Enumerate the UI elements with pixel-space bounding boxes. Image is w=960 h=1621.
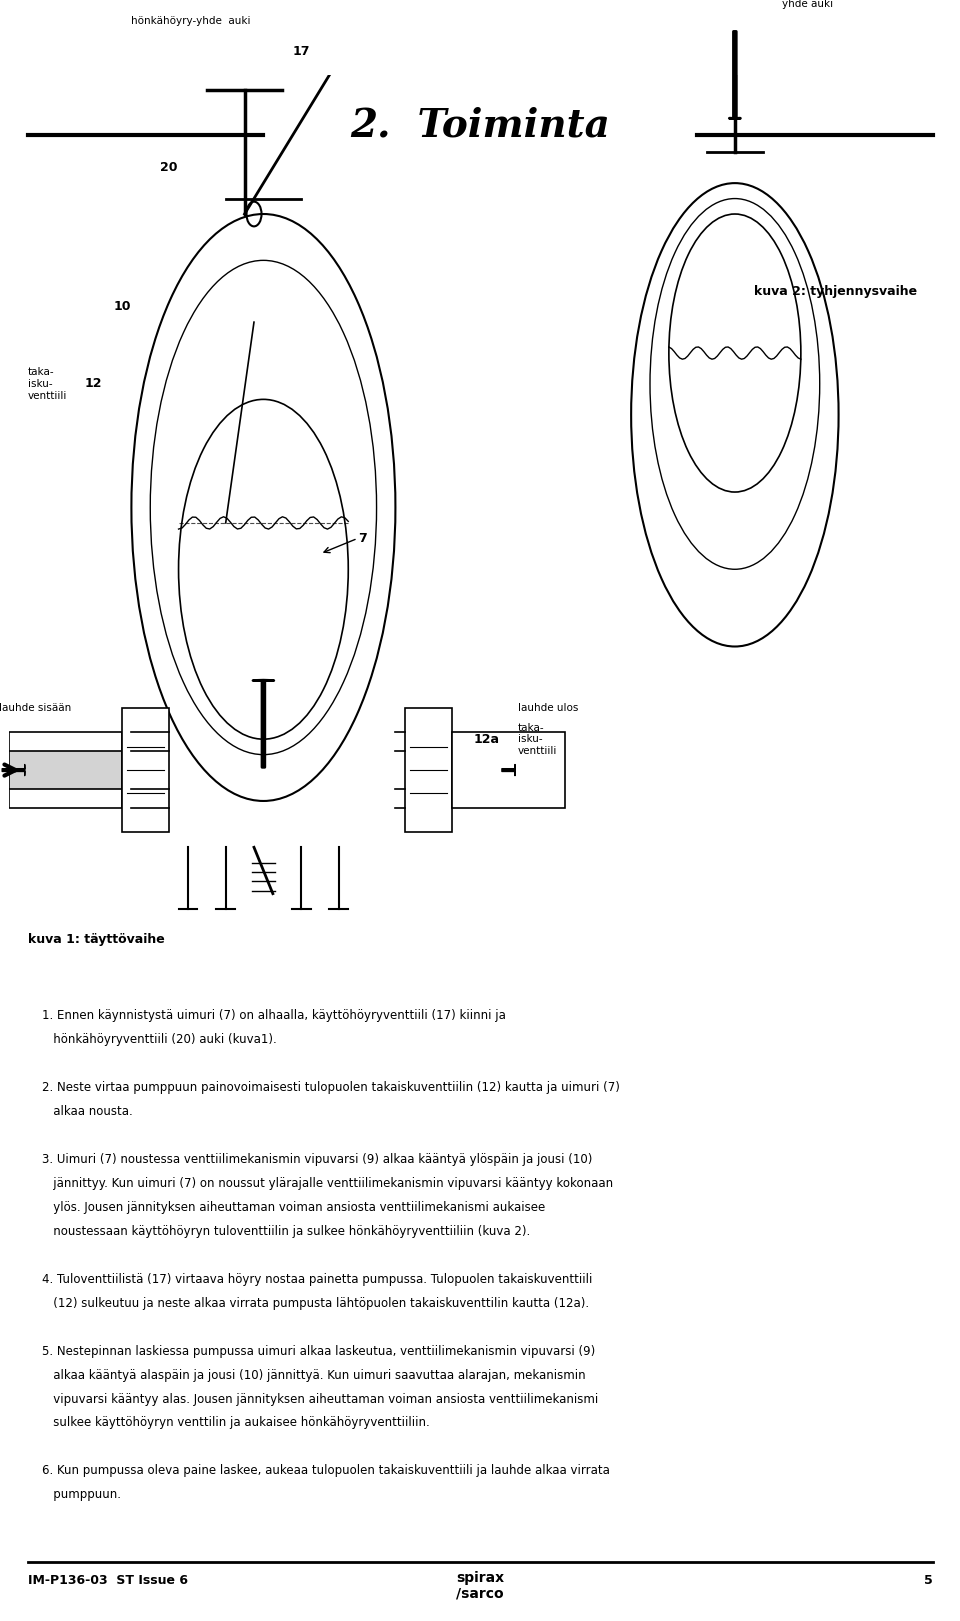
- Text: taka-
isku-
venttiili: taka- isku- venttiili: [518, 723, 558, 755]
- Text: 17: 17: [293, 45, 310, 58]
- Text: 12a: 12a: [473, 733, 499, 746]
- Text: taka-
isku-
venttiili: taka- isku- venttiili: [28, 368, 67, 400]
- Text: vipuvarsi kääntyy alas. Jousen jännityksen aiheuttaman voiman ansiosta venttiili: vipuvarsi kääntyy alas. Jousen jännityks…: [42, 1392, 598, 1405]
- Text: 5: 5: [924, 1574, 933, 1587]
- Text: sulkee käyttöhöyryn venttilin ja aukaisee hönkähöyryventtiiliin.: sulkee käyttöhöyryn venttilin ja aukaise…: [42, 1417, 429, 1430]
- Text: alkaa nousta.: alkaa nousta.: [42, 1106, 132, 1118]
- Text: IM-P136-03  ST Issue 6: IM-P136-03 ST Issue 6: [28, 1574, 188, 1587]
- Text: hönkähöyryventtiili (20) auki (kuva1).: hönkähöyryventtiili (20) auki (kuva1).: [42, 1034, 276, 1047]
- Text: 12: 12: [84, 378, 102, 391]
- Bar: [122, 708, 169, 832]
- Bar: [9, 751, 122, 789]
- Text: 1. Ennen käynnistystä uimuri (7) on alhaalla, käyttöhöyryventtiili (17) kiinni j: 1. Ennen käynnistystä uimuri (7) on alha…: [42, 1010, 506, 1023]
- Text: jännittyy. Kun uimuri (7) on noussut ylärajalle venttiilimekanismin vipuvarsi kä: jännittyy. Kun uimuri (7) on noussut ylä…: [42, 1177, 612, 1190]
- Text: ylös. Jousen jännityksen aiheuttaman voiman ansiosta venttiilimekanismi aukaisee: ylös. Jousen jännityksen aiheuttaman voi…: [42, 1201, 545, 1214]
- Bar: [9, 733, 122, 807]
- Text: 2.  Toiminta: 2. Toiminta: [350, 107, 611, 144]
- Text: lauhde sisään: lauhde sisään: [0, 704, 72, 713]
- Text: käyttöhöyry-
yhde auki: käyttöhöyry- yhde auki: [782, 0, 849, 10]
- Bar: [405, 708, 452, 832]
- Text: lauhde ulos: lauhde ulos: [518, 704, 578, 713]
- Text: noustessaan käyttöhöyryn tuloventtiilin ja sulkee hönkähöyryventtiiliin (kuva 2): noustessaan käyttöhöyryn tuloventtiilin …: [42, 1225, 530, 1238]
- Bar: [452, 733, 565, 807]
- Text: 20: 20: [160, 160, 178, 173]
- Text: 4. Tuloventtiilistä (17) virtaava höyry nostaa painetta pumpussa. Tulopuolen tak: 4. Tuloventtiilistä (17) virtaava höyry …: [42, 1272, 592, 1285]
- Text: 5. Nestepinnan laskiessa pumpussa uimuri alkaa laskeutua, venttiilimekanismin vi: 5. Nestepinnan laskiessa pumpussa uimuri…: [42, 1345, 595, 1358]
- Text: hönkähöyry-yhde  auki: hönkähöyry-yhde auki: [132, 16, 251, 26]
- Text: pumppuun.: pumppuun.: [42, 1488, 121, 1501]
- Text: kuva 2: tyhjennysvaihe: kuva 2: tyhjennysvaihe: [754, 285, 917, 298]
- Text: 10: 10: [113, 300, 131, 313]
- Text: alkaa kääntyä alaspäin ja jousi (10) jännittyä. Kun uimuri saavuttaa alarajan, m: alkaa kääntyä alaspäin ja jousi (10) jän…: [42, 1368, 586, 1381]
- Text: 3. Uimuri (7) noustessa venttiilimekanismin vipuvarsi (9) alkaa kääntyä ylöspäin: 3. Uimuri (7) noustessa venttiilimekanis…: [42, 1153, 592, 1165]
- Text: 2. Neste virtaa pumppuun painovoimaisesti tulopuolen takaiskuventtiilin (12) kau: 2. Neste virtaa pumppuun painovoimaisest…: [42, 1081, 620, 1094]
- Text: spirax
/sarco: spirax /sarco: [456, 1571, 504, 1600]
- Text: 6. Kun pumpussa oleva paine laskee, aukeaa tulopuolen takaiskuventtiili ja lauhd: 6. Kun pumpussa oleva paine laskee, auke…: [42, 1464, 610, 1477]
- Text: 7: 7: [358, 532, 367, 545]
- Text: (12) sulkeutuu ja neste alkaa virrata pumpusta lähtöpuolen takaiskuventtilin kau: (12) sulkeutuu ja neste alkaa virrata pu…: [42, 1297, 588, 1310]
- Text: kuva 1: täyttövaihe: kuva 1: täyttövaihe: [28, 934, 164, 947]
